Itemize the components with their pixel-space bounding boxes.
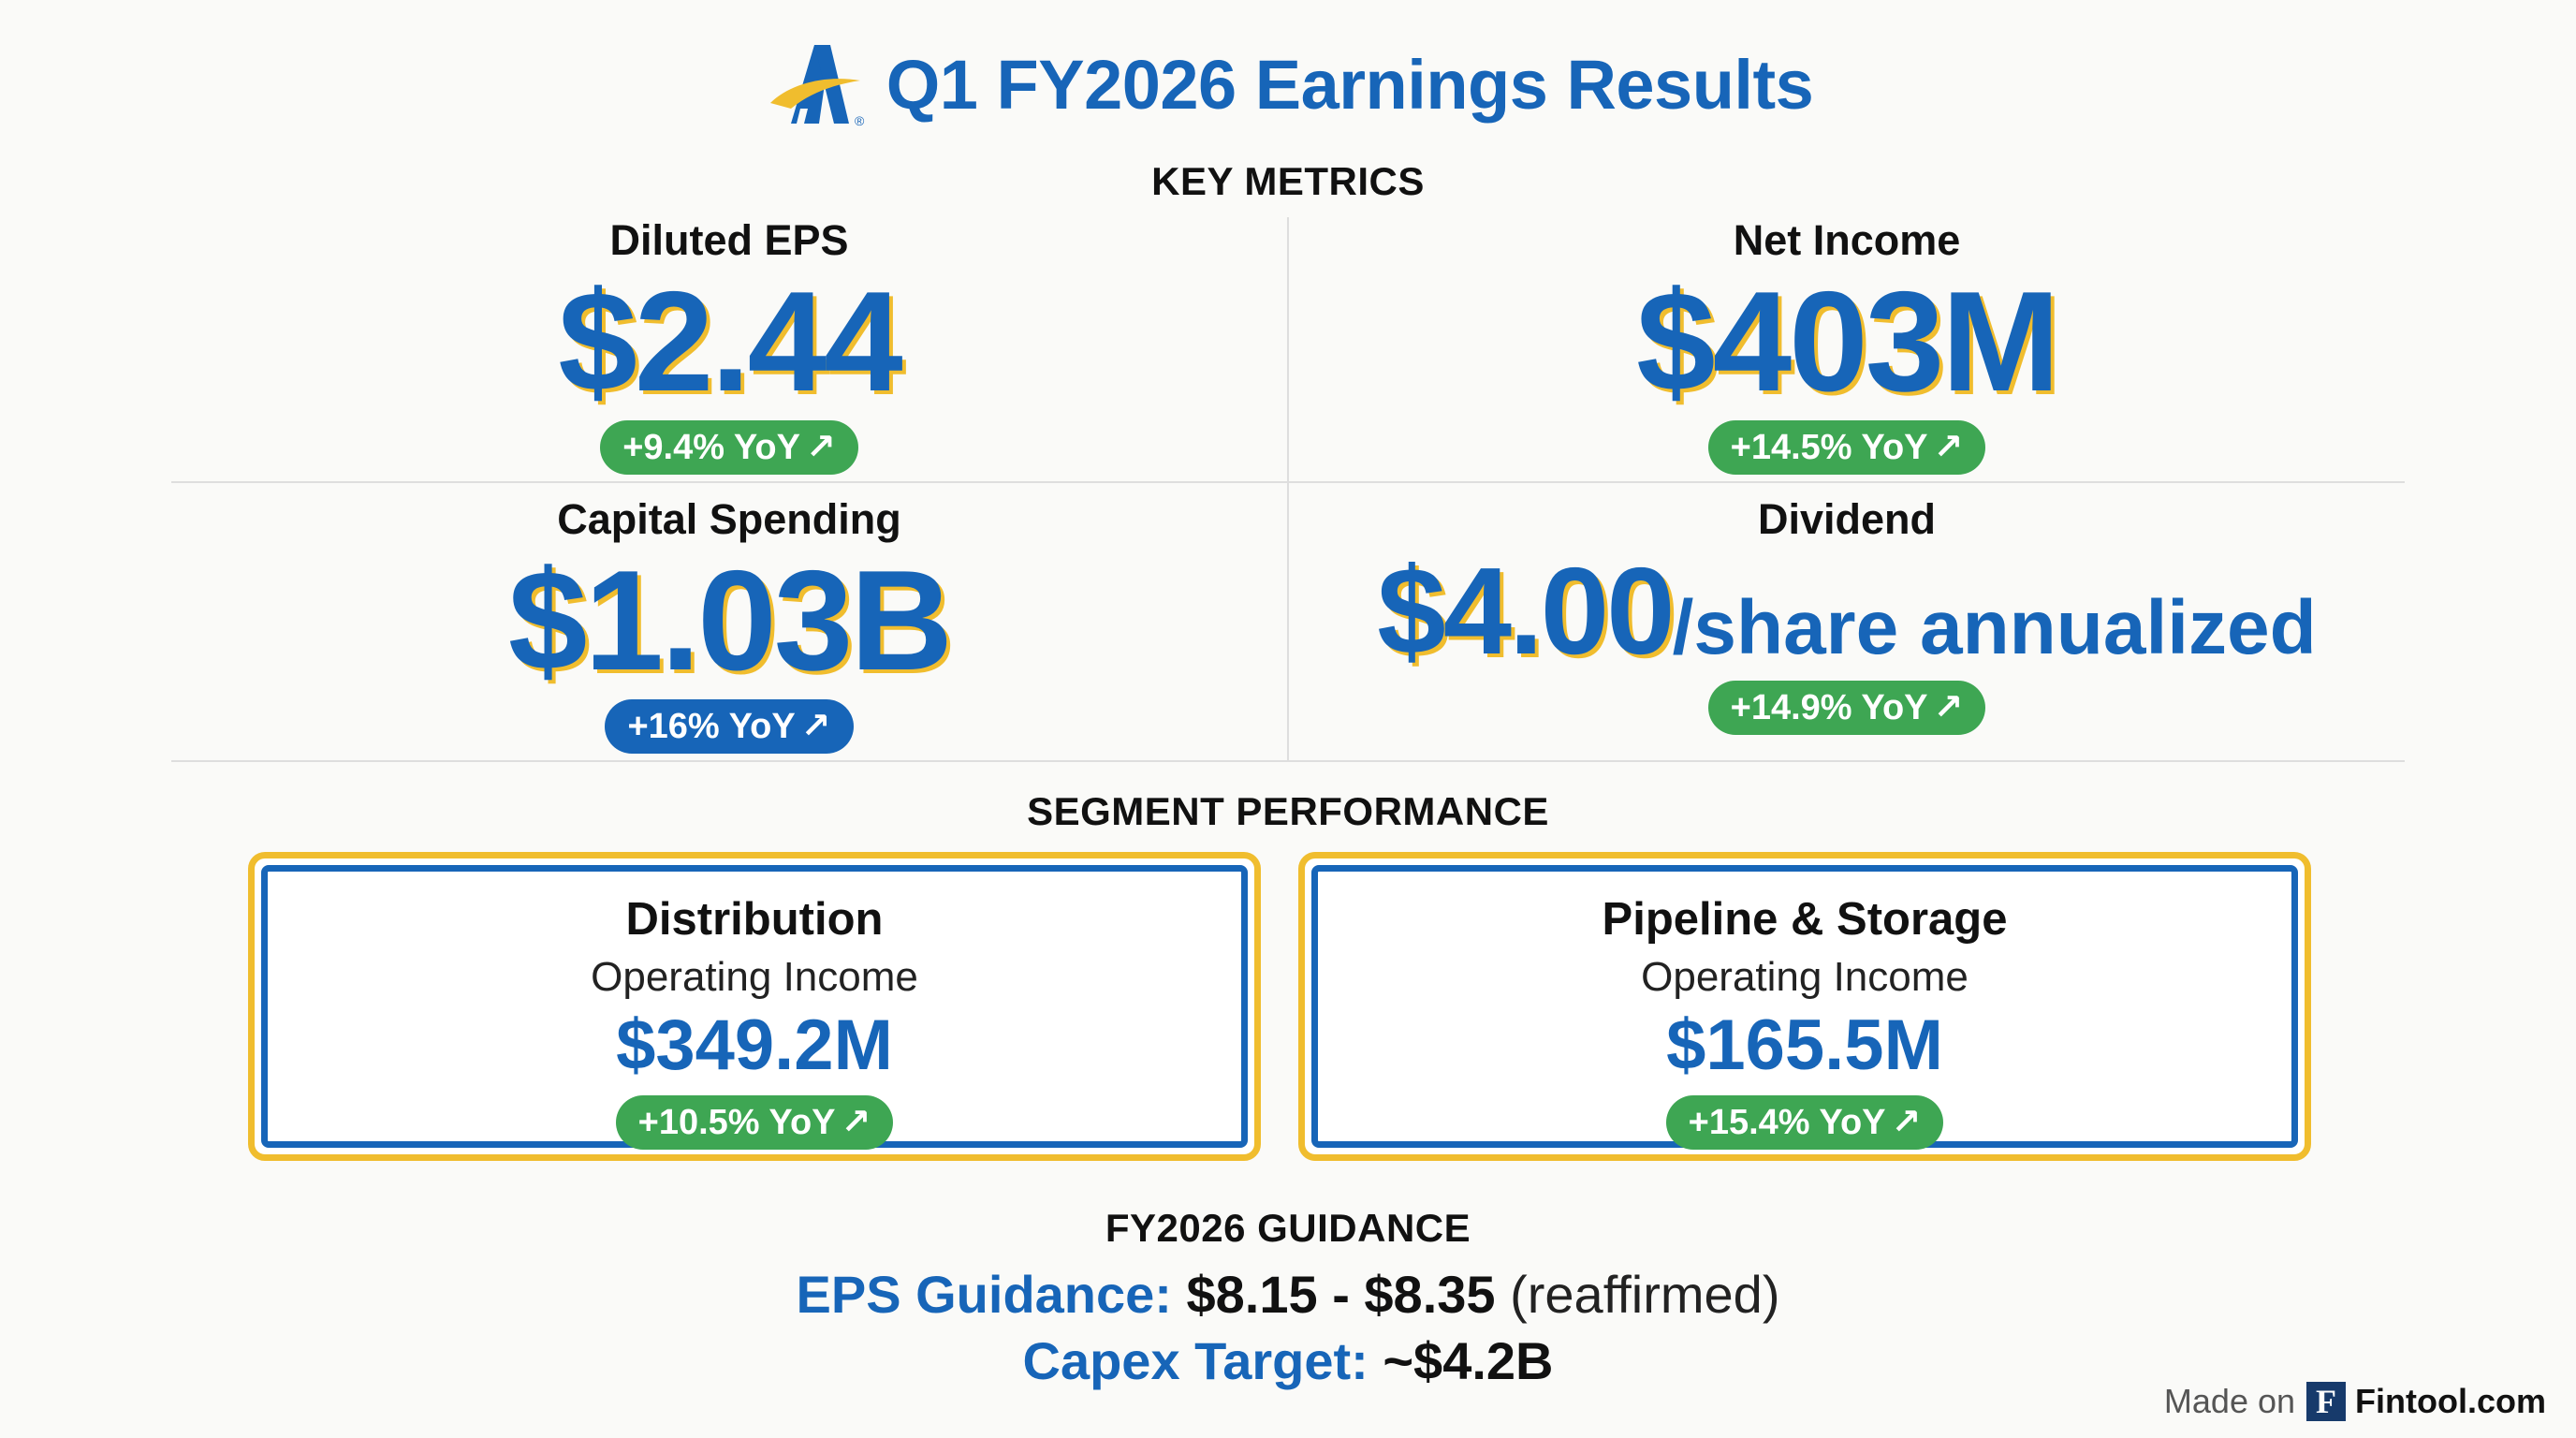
metric-value: $2.44 <box>558 262 902 421</box>
trend-up-arrow-icon: ↗ <box>1891 1103 1922 1143</box>
yoy-change-text: +9.4% YoY <box>622 428 800 467</box>
metrics-vertical-divider <box>1287 217 1289 760</box>
yoy-change-text: +16% YoY <box>627 707 796 746</box>
capex-target-line: Capex Target: ~$4.2B <box>0 1330 2576 1391</box>
yoy-change-badge: +16% YoY ↗ <box>605 699 854 754</box>
segment-card-pipeline-storage: Pipeline & Storage Operating Income $165… <box>1298 852 2311 1161</box>
trend-up-arrow-icon: ↗ <box>841 1103 871 1143</box>
yoy-change-badge: +15.4% YoY ↗ <box>1665 1095 1944 1151</box>
capex-target-label: Capex Target: <box>1022 1331 1368 1390</box>
trend-up-arrow-icon: ↗ <box>805 428 836 467</box>
yoy-change-text: +15.4% YoY <box>1688 1103 1886 1143</box>
metric-value: $403M <box>1636 262 2060 421</box>
segment-value: $349.2M <box>616 1005 893 1085</box>
segment-title: Distribution <box>625 894 884 945</box>
metric-value: $1.03B <box>507 541 953 700</box>
metric-dividend: Dividend $4.00/share annualized +14.9% Y… <box>1289 498 2405 735</box>
metric-label: Diluted EPS <box>609 216 849 264</box>
segment-performance-heading: SEGMENT PERFORMANCE <box>1027 789 1549 833</box>
trend-up-arrow-icon: ↗ <box>1933 428 1964 467</box>
yoy-change-badge: +9.4% YoY ↗ <box>600 420 858 475</box>
segment-card-distribution: Distribution Operating Income $349.2M +1… <box>248 852 1261 1161</box>
yoy-change-text: +14.9% YoY <box>1730 688 1928 727</box>
metric-value: $4.00/share annualized <box>1289 550 2405 673</box>
trend-up-arrow-icon: ↗ <box>800 707 831 746</box>
eps-guidance-value: $8.15 - $8.35 <box>1186 1265 1496 1324</box>
guidance-heading: FY2026 GUIDANCE <box>1105 1206 1471 1250</box>
metrics-middle-divider <box>171 481 2405 483</box>
metric-label: Capital Spending <box>557 495 901 543</box>
dividend-amount: $4.00 <box>1377 542 1675 680</box>
eps-guidance-label: EPS Guidance: <box>796 1265 1172 1324</box>
segment-title: Pipeline & Storage <box>1602 894 2008 945</box>
metric-label: Dividend <box>1757 495 1937 543</box>
svg-text:®: ® <box>855 113 865 128</box>
metric-label: Net Income <box>1733 216 1961 264</box>
yoy-change-text: +14.5% YoY <box>1730 428 1928 467</box>
metrics-bottom-divider <box>171 760 2405 762</box>
page-title: Q1 FY2026 Earnings Results <box>886 45 1814 124</box>
trend-up-arrow-icon: ↗ <box>1933 688 1964 727</box>
header: ® Q1 FY2026 Earnings Results <box>0 37 2576 131</box>
yoy-change-badge: +14.9% YoY ↗ <box>1707 681 1986 735</box>
yoy-change-badge: +14.5% YoY ↗ <box>1707 420 1986 475</box>
capex-target-value: ~$4.2B <box>1383 1331 1554 1390</box>
key-metrics-heading: KEY METRICS <box>1151 159 1425 203</box>
segment-value: $165.5M <box>1666 1005 1943 1085</box>
made-on-text: Made on <box>2163 1382 2296 1420</box>
eps-guidance-note: (reaffirmed) <box>1510 1265 1780 1324</box>
fintool-logo-icon: F <box>2306 1382 2347 1421</box>
segment-subtitle: Operating Income <box>591 953 918 1000</box>
segment-subtitle: Operating Income <box>1641 953 1969 1000</box>
company-logo-icon: ® <box>763 37 866 131</box>
dividend-suffix: /share annualized <box>1672 585 2317 670</box>
metric-capital-spending: Capital Spending $1.03B +16% YoY ↗ <box>171 498 1287 754</box>
metric-diluted-eps: Diluted EPS $2.44 +9.4% YoY ↗ <box>171 219 1287 475</box>
metric-net-income: Net Income $403M +14.5% YoY ↗ <box>1289 219 2405 475</box>
fintool-brand-link[interactable]: Fintool.com <box>2355 1382 2546 1420</box>
footer-attribution[interactable]: Made on F Fintool.com <box>2164 1382 2546 1421</box>
yoy-change-badge: +10.5% YoY ↗ <box>615 1095 894 1151</box>
eps-guidance-line: EPS Guidance: $8.15 - $8.35 (reaffirmed) <box>0 1264 2576 1325</box>
yoy-change-text: +10.5% YoY <box>637 1103 836 1143</box>
